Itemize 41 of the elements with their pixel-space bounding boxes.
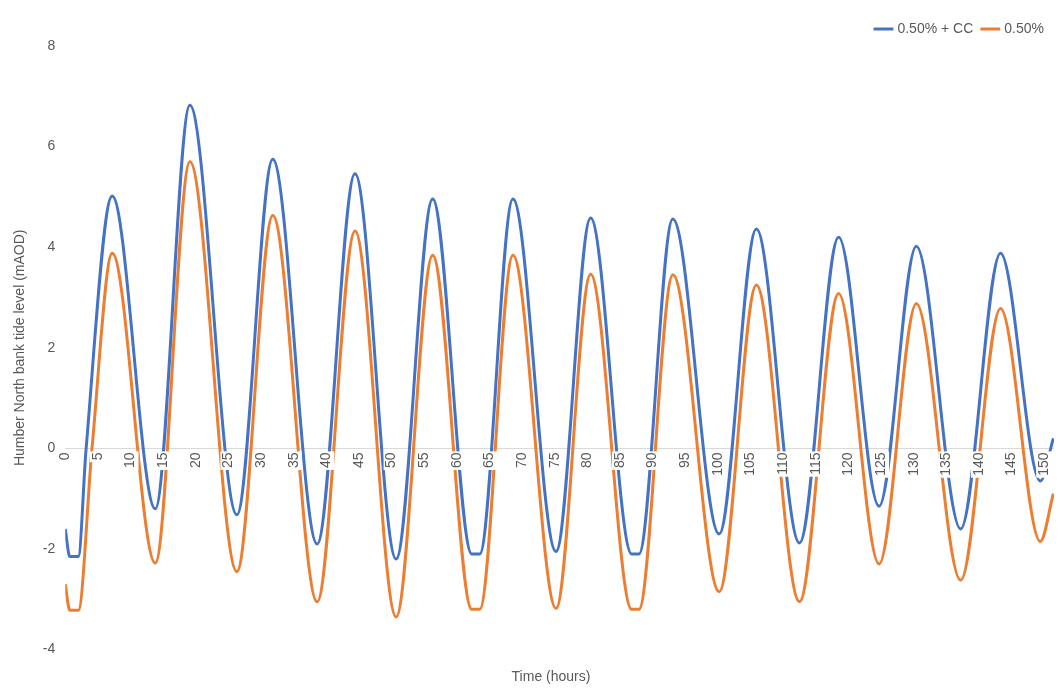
x-tick-label: 50 xyxy=(382,452,399,468)
x-tick-label: 25 xyxy=(219,452,236,468)
x-tick-label: 110 xyxy=(774,452,791,475)
y-tick-label: -2 xyxy=(42,539,56,556)
x-tick-label: 120 xyxy=(839,452,856,476)
x-tick-label: 15 xyxy=(154,452,170,468)
y-axis-title: Humber North bank tide level (mAOD) xyxy=(11,229,28,467)
x-tick-label: 55 xyxy=(415,452,432,468)
x-tick-label: 80 xyxy=(578,452,595,468)
x-tick-label: 60 xyxy=(447,452,464,468)
x-tick-label: 125 xyxy=(871,452,888,476)
x-tick-label: 5 xyxy=(88,452,105,461)
x-tick-label: 35 xyxy=(284,452,301,468)
y-tick-label: 6 xyxy=(47,137,56,154)
x-tick-label: 85 xyxy=(610,452,627,468)
x-tick-label: 75 xyxy=(545,452,562,468)
x-tick-label: 65 xyxy=(480,452,497,468)
x-tick-label: 10 xyxy=(121,452,138,468)
x-tick-label: 140 xyxy=(969,452,986,476)
x-tick-label: 135 xyxy=(937,452,954,476)
y-tick-label: 8 xyxy=(47,36,56,53)
x-tick-label: 70 xyxy=(512,452,529,468)
y-tick-label: -4 xyxy=(42,640,56,657)
x-tick-label: 115 xyxy=(806,452,823,475)
x-tick-label: 130 xyxy=(904,452,921,476)
x-tick-label: 40 xyxy=(317,452,334,468)
x-tick-label: 45 xyxy=(349,452,366,468)
x-tick-label: 105 xyxy=(741,452,758,476)
legend-label: 0.50% + CC xyxy=(897,19,974,36)
y-tick-label: 4 xyxy=(47,238,56,255)
x-tick-label: 145 xyxy=(1002,452,1019,476)
x-axis-title: Time (hours) xyxy=(510,668,592,684)
y-tick-label: 2 xyxy=(47,338,56,355)
x-tick-label: 100 xyxy=(708,452,725,476)
x-tick-label: 95 xyxy=(676,452,693,468)
x-tick-label: 30 xyxy=(251,452,268,468)
legend-label: 0.50% xyxy=(1004,19,1045,36)
x-tick-label: 90 xyxy=(643,452,660,468)
x-tick-label: 150 xyxy=(1035,452,1052,476)
x-tick-label: 20 xyxy=(186,452,203,468)
x-tick-label: 0 xyxy=(56,452,73,461)
